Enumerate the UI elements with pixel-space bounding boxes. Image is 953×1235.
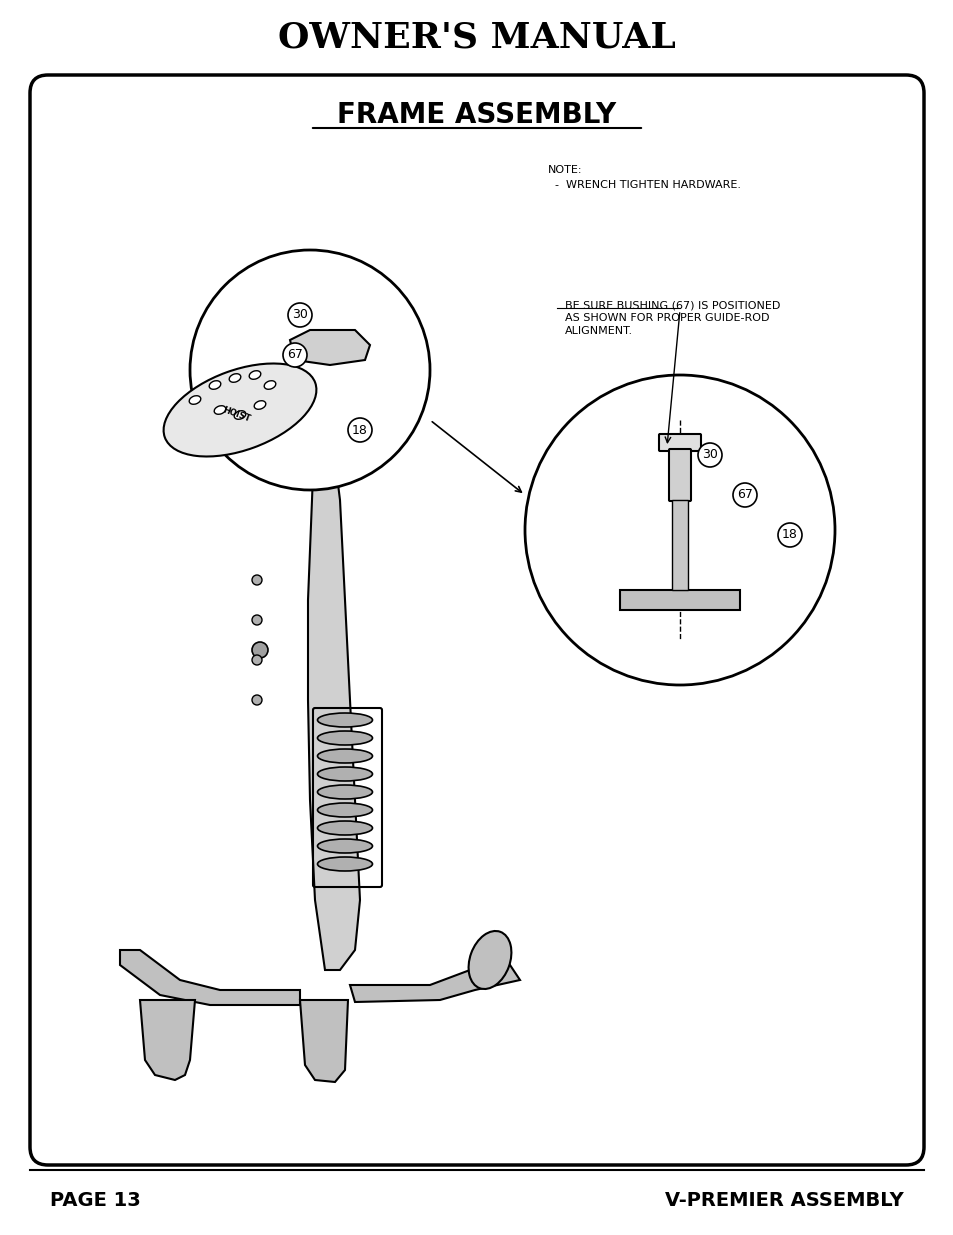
Polygon shape: [350, 965, 519, 1002]
Polygon shape: [290, 330, 370, 366]
Circle shape: [190, 249, 430, 490]
Circle shape: [252, 655, 262, 664]
Circle shape: [732, 483, 757, 508]
Circle shape: [283, 343, 307, 367]
Circle shape: [288, 303, 312, 327]
Ellipse shape: [317, 839, 372, 853]
Text: BE SURE BUSHING (67) IS POSITIONED
AS SHOWN FOR PROPER GUIDE-ROD
ALIGNMENT.: BE SURE BUSHING (67) IS POSITIONED AS SH…: [564, 300, 780, 336]
FancyBboxPatch shape: [671, 500, 687, 590]
Text: 30: 30: [292, 309, 308, 321]
FancyBboxPatch shape: [668, 450, 690, 501]
Circle shape: [698, 443, 721, 467]
Ellipse shape: [317, 785, 372, 799]
FancyBboxPatch shape: [619, 590, 740, 610]
Text: PAGE 13: PAGE 13: [50, 1191, 141, 1209]
Circle shape: [524, 375, 834, 685]
Ellipse shape: [229, 374, 240, 383]
Polygon shape: [308, 420, 359, 969]
Text: NOTE:: NOTE:: [547, 165, 582, 175]
Circle shape: [348, 417, 372, 442]
Ellipse shape: [468, 931, 511, 989]
Ellipse shape: [317, 713, 372, 727]
Text: 18: 18: [781, 529, 797, 541]
Ellipse shape: [249, 370, 260, 379]
FancyBboxPatch shape: [30, 75, 923, 1165]
Ellipse shape: [317, 803, 372, 818]
Ellipse shape: [189, 395, 200, 404]
Text: 67: 67: [287, 348, 303, 362]
Circle shape: [252, 576, 262, 585]
Ellipse shape: [209, 380, 220, 389]
Text: -  WRENCH TIGHTEN HARDWARE.: - WRENCH TIGHTEN HARDWARE.: [547, 180, 740, 190]
Ellipse shape: [317, 748, 372, 763]
Ellipse shape: [163, 363, 316, 457]
Ellipse shape: [317, 731, 372, 745]
Ellipse shape: [214, 406, 226, 414]
Polygon shape: [140, 1000, 194, 1079]
Ellipse shape: [253, 400, 266, 409]
Polygon shape: [299, 1000, 348, 1082]
Text: OWNER'S MANUAL: OWNER'S MANUAL: [278, 21, 675, 56]
Text: V-PREMIER ASSEMBLY: V-PREMIER ASSEMBLY: [664, 1191, 903, 1209]
Text: 30: 30: [701, 448, 718, 462]
Circle shape: [252, 642, 268, 658]
Text: 18: 18: [352, 424, 368, 436]
Circle shape: [252, 695, 262, 705]
Ellipse shape: [317, 857, 372, 871]
Ellipse shape: [317, 821, 372, 835]
Ellipse shape: [264, 380, 275, 389]
Ellipse shape: [317, 767, 372, 781]
FancyBboxPatch shape: [659, 433, 700, 451]
Text: 67: 67: [737, 489, 752, 501]
Text: FRAME ASSEMBLY: FRAME ASSEMBLY: [337, 101, 616, 128]
Polygon shape: [120, 950, 299, 1005]
Circle shape: [252, 615, 262, 625]
Text: HOIST: HOIST: [222, 406, 252, 424]
Circle shape: [778, 522, 801, 547]
Ellipse shape: [233, 411, 246, 419]
